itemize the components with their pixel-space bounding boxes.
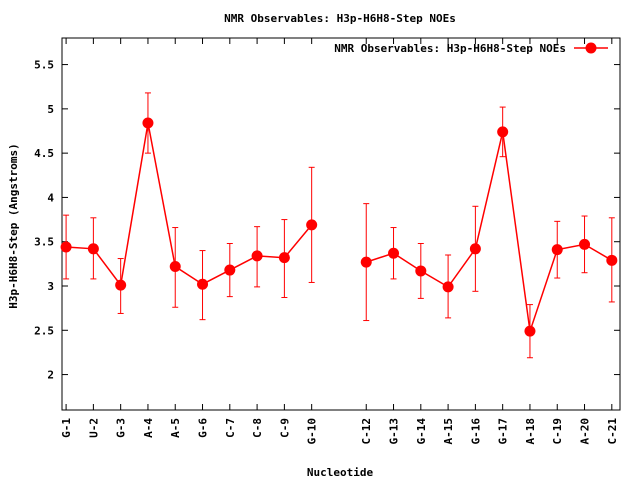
x-tick-label: A-15 — [442, 418, 455, 445]
x-tick-label: U-2 — [87, 418, 100, 438]
x-tick-label: C-19 — [551, 418, 564, 445]
data-point — [278, 252, 290, 264]
x-tick-label: G-16 — [469, 418, 482, 445]
data-point — [551, 244, 563, 256]
x-tick-label: G-10 — [306, 418, 319, 445]
x-axis: G-1 U-2 G-3 A-4 A-5 G-6 C-7 C-8 C-9 G-10 C-12 G-13 G… — [60, 38, 619, 445]
x-tick-label: A-5 — [169, 418, 182, 438]
y-axis: 2 2.5 3 3.5 4 4.5 5 5.5 — [34, 59, 620, 382]
y-tick-label: 5 — [47, 103, 54, 116]
data-point — [169, 261, 181, 273]
y-tick-label: 4 — [47, 191, 54, 204]
y-tick-label: 2 — [47, 369, 54, 382]
y-tick-label: 4.5 — [34, 147, 54, 160]
y-axis-label: H3p-H6H8-Step (Angstroms) — [7, 143, 20, 309]
legend: NMR Observables: H3p-H6H8-Step NOEs — [334, 42, 608, 55]
data-point — [497, 126, 509, 138]
data-point — [87, 243, 99, 255]
x-tick-label: A-20 — [579, 418, 592, 445]
x-tick-label: A-18 — [524, 418, 537, 445]
data-point — [415, 265, 427, 277]
x-tick-label: C-21 — [606, 418, 619, 445]
x-tick-label: G-17 — [497, 418, 510, 445]
x-tick-label: A-4 — [142, 418, 155, 438]
x-tick-label: C-7 — [224, 418, 237, 438]
x-tick-label: G-3 — [115, 418, 128, 438]
data-point — [442, 281, 454, 293]
series-line — [365, 131, 613, 332]
x-axis-label: Nucleotide — [307, 466, 374, 479]
data-point — [115, 279, 127, 291]
data-point — [224, 264, 236, 276]
data-point — [251, 250, 263, 262]
y-tick-label: 2.5 — [34, 324, 54, 337]
x-tick-label: C-9 — [278, 418, 291, 438]
x-tick-label: G-1 — [60, 418, 73, 438]
x-tick-label: G-14 — [415, 418, 428, 445]
x-tick-label: G-13 — [388, 418, 401, 445]
data-point — [606, 254, 618, 266]
data-point — [469, 243, 481, 255]
data-point — [388, 247, 400, 259]
y-tick-label: 5.5 — [34, 59, 54, 72]
data-point — [306, 219, 318, 231]
x-tick-label: C-12 — [360, 418, 373, 445]
legend-marker — [585, 42, 597, 54]
data-point — [197, 278, 209, 290]
x-tick-label: G-6 — [197, 418, 210, 438]
plot-frame — [61, 37, 621, 411]
legend-label: NMR Observables: H3p-H6H8-Step NOEs — [334, 42, 566, 55]
series-line — [66, 122, 313, 287]
series-group — [60, 92, 618, 359]
data-point — [60, 241, 72, 253]
x-tick-label: C-8 — [251, 418, 264, 438]
y-tick-label: 3.5 — [34, 236, 54, 249]
data-point — [524, 325, 536, 337]
data-point — [142, 117, 154, 129]
data-point — [579, 238, 591, 250]
data-point — [360, 256, 372, 268]
chart-title: NMR Observables: H3p-H6H8-Step NOEs — [224, 12, 456, 25]
y-tick-label: 3 — [47, 280, 54, 293]
